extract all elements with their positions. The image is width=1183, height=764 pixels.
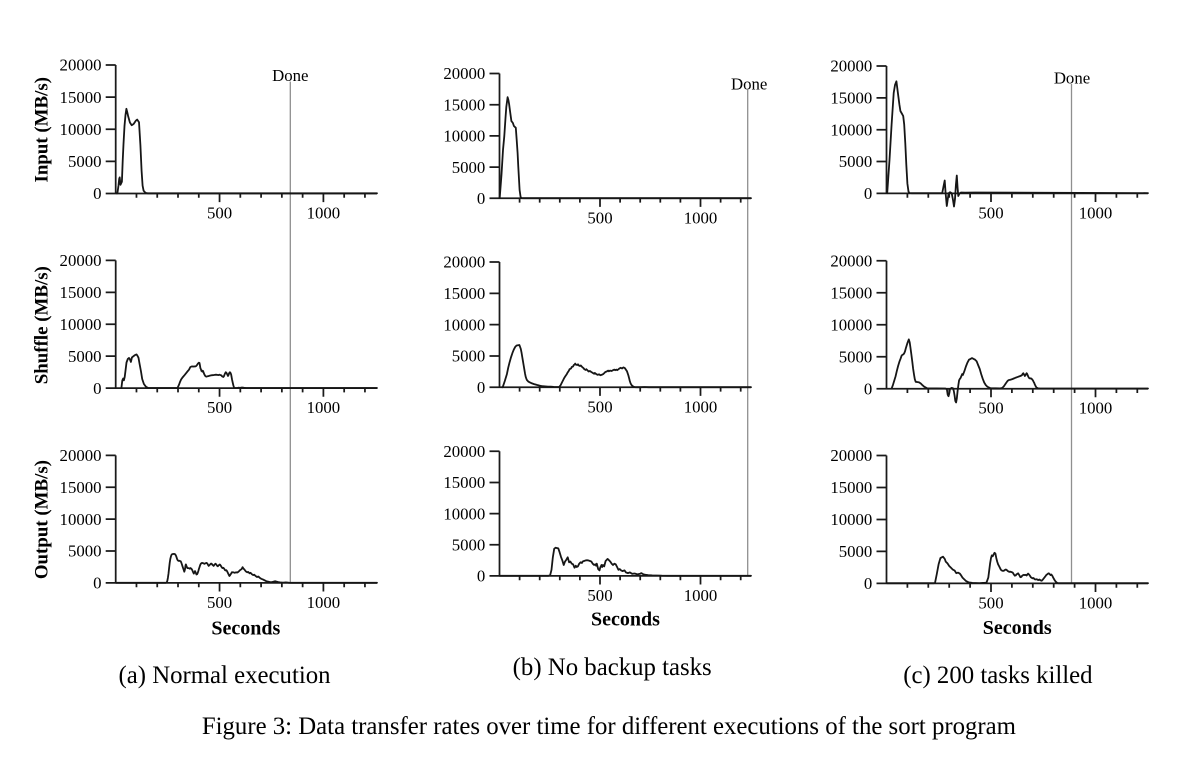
svg-text:20000: 20000 <box>60 446 102 465</box>
svg-text:500: 500 <box>587 208 612 227</box>
svg-text:Done: Done <box>272 66 308 85</box>
svg-text:5000: 5000 <box>839 542 873 561</box>
svg-text:5000: 5000 <box>68 152 102 171</box>
svg-text:0: 0 <box>864 184 872 203</box>
svg-text:20000: 20000 <box>60 251 102 270</box>
svg-text:Shuffle (MB/s): Shuffle (MB/s) <box>31 266 52 384</box>
svg-text:10000: 10000 <box>60 120 102 139</box>
svg-text:(b) No backup tasks: (b) No backup tasks <box>513 654 712 681</box>
svg-text:1000: 1000 <box>307 398 341 417</box>
svg-text:15000: 15000 <box>443 284 485 303</box>
svg-text:5000: 5000 <box>452 158 486 177</box>
svg-text:10000: 10000 <box>443 127 485 146</box>
svg-text:1000: 1000 <box>684 208 718 227</box>
svg-text:(a) Normal execution: (a) Normal execution <box>118 662 331 689</box>
svg-text:15000: 15000 <box>60 478 102 497</box>
svg-text:5000: 5000 <box>68 542 102 561</box>
svg-text:Output (MB/s): Output (MB/s) <box>31 460 52 579</box>
svg-text:1000: 1000 <box>307 593 341 612</box>
svg-text:Seconds: Seconds <box>591 608 660 630</box>
svg-text:500: 500 <box>587 586 612 605</box>
svg-text:10000: 10000 <box>830 120 872 139</box>
svg-text:0: 0 <box>93 379 101 398</box>
svg-text:1000: 1000 <box>1079 399 1113 418</box>
svg-text:15000: 15000 <box>60 88 102 107</box>
svg-text:20000: 20000 <box>830 446 872 465</box>
svg-text:500: 500 <box>978 399 1003 418</box>
svg-text:0: 0 <box>93 574 101 593</box>
svg-text:10000: 10000 <box>60 510 102 529</box>
svg-text:15000: 15000 <box>443 95 485 114</box>
svg-text:15000: 15000 <box>830 89 872 108</box>
svg-text:500: 500 <box>587 397 612 416</box>
svg-text:Input (MB/s): Input (MB/s) <box>31 77 52 183</box>
svg-text:10000: 10000 <box>443 504 485 523</box>
svg-text:0: 0 <box>864 379 872 398</box>
svg-text:20000: 20000 <box>443 64 485 83</box>
svg-text:Done: Done <box>1054 68 1090 87</box>
svg-text:10000: 10000 <box>830 315 872 334</box>
svg-text:1000: 1000 <box>1079 593 1113 612</box>
svg-text:Done: Done <box>731 74 767 93</box>
svg-text:5000: 5000 <box>839 347 873 366</box>
svg-text:0: 0 <box>477 378 485 397</box>
svg-text:10000: 10000 <box>830 510 872 529</box>
svg-text:0: 0 <box>477 189 485 208</box>
svg-text:1000: 1000 <box>684 397 718 416</box>
svg-text:20000: 20000 <box>60 56 102 75</box>
svg-text:500: 500 <box>207 593 232 612</box>
svg-text:0: 0 <box>864 574 872 593</box>
svg-text:500: 500 <box>207 398 232 417</box>
svg-text:20000: 20000 <box>830 251 872 270</box>
svg-text:5000: 5000 <box>839 152 873 171</box>
svg-text:10000: 10000 <box>60 315 102 334</box>
svg-text:10000: 10000 <box>443 315 485 334</box>
svg-text:1000: 1000 <box>684 586 718 605</box>
svg-text:0: 0 <box>93 184 101 203</box>
svg-text:15000: 15000 <box>443 473 485 492</box>
svg-text:Figure 3: Data transfer rates: Figure 3: Data transfer rates over time … <box>202 713 1016 740</box>
svg-text:1000: 1000 <box>307 204 341 223</box>
svg-text:500: 500 <box>978 593 1003 612</box>
svg-text:20000: 20000 <box>443 253 485 272</box>
svg-text:0: 0 <box>477 567 485 586</box>
svg-text:20000: 20000 <box>830 57 872 76</box>
svg-text:500: 500 <box>207 204 232 223</box>
svg-text:20000: 20000 <box>443 442 485 461</box>
svg-text:5000: 5000 <box>68 347 102 366</box>
svg-text:15000: 15000 <box>830 283 872 302</box>
svg-text:Seconds: Seconds <box>983 617 1052 639</box>
svg-text:15000: 15000 <box>830 478 872 497</box>
svg-text:Seconds: Seconds <box>211 618 280 640</box>
svg-text:5000: 5000 <box>452 347 486 366</box>
svg-text:500: 500 <box>978 203 1003 222</box>
svg-text:1000: 1000 <box>1079 203 1113 222</box>
svg-text:5000: 5000 <box>452 536 486 555</box>
svg-text:15000: 15000 <box>60 283 102 302</box>
svg-text:(c) 200 tasks killed: (c) 200 tasks killed <box>903 662 1093 689</box>
